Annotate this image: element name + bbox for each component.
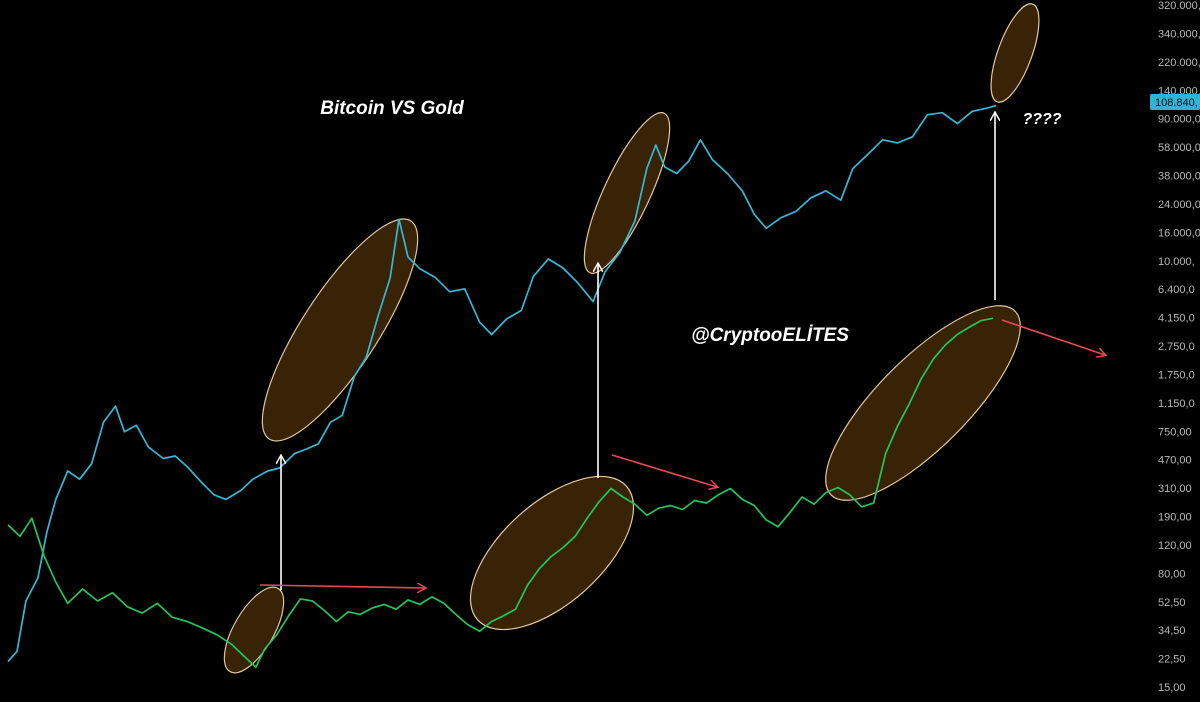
highlight-ellipse-3 [469, 475, 635, 631]
y-tick-label-25: 15,00 [1158, 682, 1186, 694]
y-axis: 320.000,340.000,220.000,140.000,90.000,0… [1158, 0, 1200, 694]
highlight-ellipse-6 [990, 3, 1040, 103]
last-price-badge: 108.840, [1150, 94, 1200, 110]
y-tick-label-15: 1.150,0 [1158, 398, 1195, 410]
y-tick-label-17: 470,00 [1158, 455, 1192, 467]
y-tick-label-6: 58.000,0 [1158, 142, 1200, 154]
y-tick-label-18: 310,00 [1158, 483, 1192, 495]
y-tick-label-9: 16.000,0 [1158, 227, 1200, 239]
y-tick-label-3: 220.000, [1158, 57, 1200, 69]
y-tick-label-19: 190,00 [1158, 512, 1192, 524]
y-tick-label-20: 120,00 [1158, 540, 1192, 552]
last-price-badge-label: 108.840, [1155, 97, 1198, 109]
y-tick-label-13: 2.750,0 [1158, 341, 1195, 353]
question-marks-label: ???? [1022, 111, 1061, 128]
red-arrow-3 [1001, 319, 1105, 355]
last-price-badge-bg [1150, 94, 1200, 110]
y-tick-label-14: 1.750,0 [1158, 369, 1195, 381]
y-tick-label-11: 6.400,0 [1158, 284, 1195, 296]
y-tick-label-21: 80,00 [1158, 568, 1186, 580]
y-tick-label-8: 24.000,0 [1158, 199, 1200, 211]
annotation-arrows [259, 113, 1105, 590]
series-layer [7, 104, 997, 669]
red-arrow-2 [611, 454, 717, 487]
y-tick-label-1: 320.000, [1158, 0, 1200, 12]
y-tick-label-5: 90.000,0 [1158, 114, 1200, 126]
highlight-ellipse-5 [825, 305, 1021, 501]
red-arrow-1 [259, 585, 425, 588]
y-tick-label-16: 750,00 [1158, 426, 1192, 438]
highlight-ellipse-4 [583, 112, 671, 274]
y-tick-label-24: 22,50 [1158, 654, 1186, 666]
watermark-label: @CryptooELİTES [691, 325, 849, 346]
y-tick-label-23: 34,50 [1158, 625, 1186, 637]
y-tick-label-7: 38.000,0 [1158, 171, 1200, 183]
y-tick-label-12: 4.150,0 [1158, 313, 1195, 325]
y-tick-label-2: 340.000, [1158, 28, 1200, 40]
chart-title: Bitcoin VS Gold [320, 98, 464, 119]
y-tick-label-10: 10.000, [1158, 256, 1195, 268]
highlight-ellipses [223, 3, 1040, 674]
y-tick-label-22: 52,50 [1158, 597, 1186, 609]
highlight-ellipse-1 [261, 218, 419, 442]
bitcoin-line [7, 104, 997, 663]
